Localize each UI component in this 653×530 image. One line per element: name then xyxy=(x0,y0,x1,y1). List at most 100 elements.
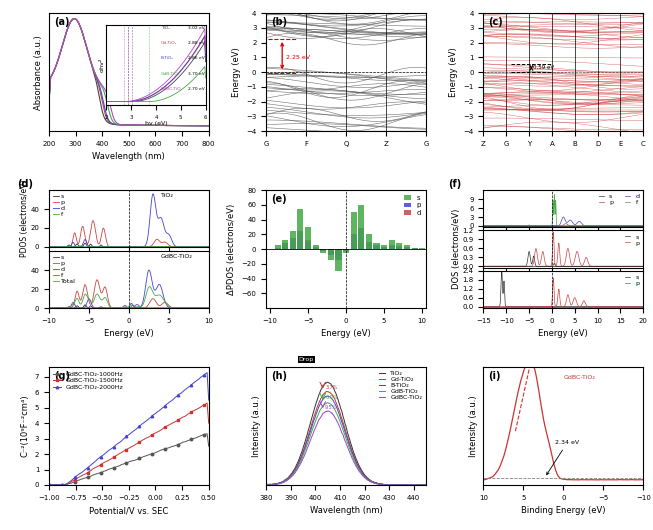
GdBC-TiO₂ xyxy=(263,481,271,488)
s xyxy=(604,223,612,229)
Bar xyxy=(305,242,311,249)
GdB-TiO₂ xyxy=(358,471,366,477)
p xyxy=(205,244,213,250)
Y-axis label: DOS (electrons/eV): DOS (electrons/eV) xyxy=(452,209,461,289)
GdBC-TiO₂-1500Hz xyxy=(205,420,213,427)
s xyxy=(140,305,148,311)
p xyxy=(524,222,532,228)
d xyxy=(45,305,53,311)
Text: 2.25 eV: 2.25 eV xyxy=(286,55,310,60)
Text: Drop: Drop xyxy=(298,357,314,363)
Bar xyxy=(343,249,349,251)
s xyxy=(624,263,631,269)
s xyxy=(624,303,632,310)
p xyxy=(562,220,569,227)
Bar xyxy=(374,247,379,249)
f xyxy=(155,244,163,250)
d xyxy=(524,223,532,229)
Line: s: s xyxy=(483,271,643,306)
s xyxy=(519,223,527,229)
d xyxy=(639,223,647,229)
Y-axis label: Energy (eV): Energy (eV) xyxy=(449,47,458,97)
TiO₂ xyxy=(357,466,365,473)
Legend: s, p: s, p xyxy=(625,274,640,287)
s xyxy=(519,303,527,310)
Bar xyxy=(381,247,387,249)
p xyxy=(549,229,557,235)
GdB-TiO₂ xyxy=(263,482,270,488)
Line: GdB-TiO₂: GdB-TiO₂ xyxy=(266,403,426,485)
s xyxy=(639,223,647,229)
s xyxy=(135,244,142,250)
Bar xyxy=(396,246,402,249)
Text: 9.5%: 9.5% xyxy=(325,404,338,410)
Line: s: s xyxy=(49,305,209,308)
p xyxy=(518,303,526,310)
Bar xyxy=(320,249,326,251)
d xyxy=(624,223,631,229)
B-TiO₂ xyxy=(360,473,368,479)
s xyxy=(639,303,647,310)
Text: (g): (g) xyxy=(54,370,70,381)
Line: d: d xyxy=(49,270,209,308)
TiO₂ xyxy=(398,482,406,488)
Bar xyxy=(297,231,304,249)
d xyxy=(149,191,157,197)
Gd-TiO₂ xyxy=(323,388,330,394)
Gd-TiO₂ xyxy=(360,473,368,479)
Y-axis label: Intensity (a.u.): Intensity (a.u.) xyxy=(469,395,478,457)
f xyxy=(45,244,53,250)
Line: f: f xyxy=(49,304,209,308)
s xyxy=(81,240,89,246)
f xyxy=(77,243,85,249)
d xyxy=(45,244,53,250)
Text: GdBC-TiO₂: GdBC-TiO₂ xyxy=(161,254,193,259)
s xyxy=(530,223,538,229)
d xyxy=(152,206,160,212)
B-TiO₂ xyxy=(324,393,332,399)
GdB-TiO₂ xyxy=(408,482,416,488)
d xyxy=(139,244,147,250)
Gd-TiO₂ xyxy=(398,482,406,488)
p xyxy=(479,303,487,310)
d xyxy=(530,223,538,229)
s xyxy=(530,254,538,261)
d xyxy=(205,244,213,250)
f xyxy=(479,223,487,229)
B-TiO₂ xyxy=(407,482,415,488)
s xyxy=(498,268,505,274)
Text: (i): (i) xyxy=(488,370,501,381)
p xyxy=(152,236,160,243)
GdBC-TiO₂-1000Hz xyxy=(197,432,204,439)
p xyxy=(639,303,647,310)
d xyxy=(86,297,94,303)
Bar xyxy=(328,249,334,253)
Gd-TiO₂ xyxy=(408,482,416,488)
s xyxy=(543,223,550,229)
Bar xyxy=(305,240,311,249)
f xyxy=(152,244,160,250)
Text: (h): (h) xyxy=(271,370,287,381)
GdBC-TiO₂ xyxy=(323,408,331,414)
Gd-TiO₂ xyxy=(263,481,270,488)
d xyxy=(145,267,153,273)
Total xyxy=(73,295,81,302)
s xyxy=(205,244,213,250)
s xyxy=(518,263,526,269)
Bar xyxy=(381,245,387,249)
p xyxy=(604,223,612,229)
Text: (f): (f) xyxy=(449,179,462,189)
s xyxy=(525,249,533,255)
Bar xyxy=(282,243,288,249)
GdBC-TiO₂-1500Hz xyxy=(192,407,200,413)
s xyxy=(81,302,89,308)
p xyxy=(93,277,101,283)
p xyxy=(524,303,532,310)
GdBC-TiO₂ xyxy=(263,482,270,488)
TiO₂ xyxy=(263,482,271,488)
Bar xyxy=(366,243,372,249)
GdBC-TiO₂ xyxy=(398,482,406,488)
p xyxy=(86,232,94,238)
GdB-TiO₂ xyxy=(398,482,406,489)
Y-axis label: C⁻²(10⁹F⁻²cm⁴): C⁻²(10⁹F⁻²cm⁴) xyxy=(20,395,29,457)
